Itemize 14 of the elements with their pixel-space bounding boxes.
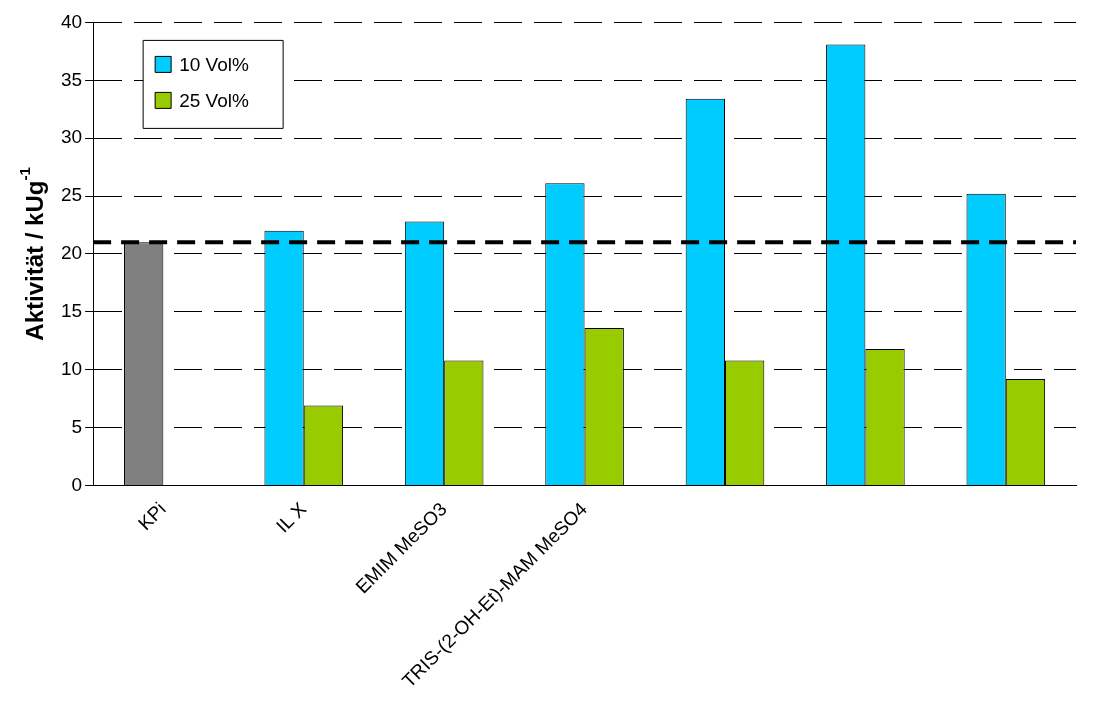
y-tick-label: 25 [60,184,83,206]
y-tick-label: 40 [60,10,83,32]
y-tick-label: 5 [71,415,83,437]
y-tick-label: 0 [71,473,83,495]
x-tick-label: IL X [272,498,311,537]
y-tick-label: 15 [60,300,83,322]
y-tick-label: 10 [60,357,83,379]
legend-label: 25 Vol% [179,89,249,111]
y-axis-title: Aktivität / kUg-1 [16,167,48,341]
y-tick-label: 30 [60,126,83,148]
y-tick-label: 20 [60,242,83,264]
legend-label: 10 Vol% [179,53,249,75]
x-tick-label: KPi [134,498,170,534]
y-tick-label: 35 [60,68,83,90]
